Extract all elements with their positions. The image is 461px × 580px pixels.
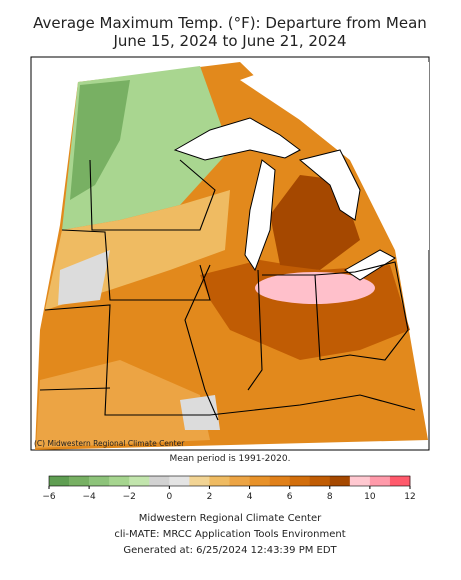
lake-erie [344,249,396,281]
colorbar-swatch [249,476,270,486]
footer-line: cli-MATE: MRCC Application Tools Environ… [114,529,345,540]
field [70,80,130,200]
state-line [89,159,216,231]
state-line [209,394,416,416]
colorbar-swatch [149,476,170,486]
colorbar-swatch [229,476,250,486]
field [180,395,220,430]
lake-superior [173,117,301,161]
state-line [247,269,263,391]
colorbar-swatch [209,476,230,486]
state-line [61,229,211,301]
colorbar-tick-label: −4 [82,492,96,502]
colorbar-swatch [49,476,70,486]
colorbar-tick-label: −6 [42,492,56,502]
colorbar-swatch [349,476,371,486]
map: (C) Midwestern Regional Climate Center [30,56,430,451]
colorbar-swatch [289,476,311,486]
colorbar-tick-label: 2 [207,492,213,502]
colorbar-tick-label: −2 [123,492,136,502]
colorbar-swatch [309,476,331,486]
colorbar-tick-label: 12 [404,492,415,502]
canada [240,62,429,250]
footer-line: Midwestern Regional Climate Center [139,513,322,524]
field [255,272,375,304]
state-line [44,304,210,416]
state-line [314,261,409,361]
colorbar-swatch [109,476,130,486]
colorbar-swatch [189,476,210,486]
title-line: Average Maximum Temp. (°F): Departure fr… [33,14,427,32]
note: Mean period is 1991-2020. [170,454,291,464]
colorbar-tick-label: 10 [364,492,376,502]
copyright: (C) Midwestern Regional Climate Center [34,439,185,448]
colorbar-frame [48,475,411,487]
colorbar-swatch [389,476,411,486]
lake-michigan [244,159,276,272]
footer-line: Generated at: 6/25/2024 12:43:39 PM EDT [123,545,337,556]
lake-huron [298,149,361,221]
colorbar-swatch [89,476,110,486]
colorbar: −6 −4 −2 0 2 4 6 8 10 12 [42,475,416,502]
title-line: June 15, 2024 to June 21, 2024 [112,32,346,50]
colorbar-swatch [269,476,290,486]
field [58,250,110,305]
colorbar-tick-label: 8 [327,492,333,502]
colorbar-swatch [369,476,391,486]
field [36,360,210,448]
colorbar-tick-label: 0 [166,492,172,502]
state-line [39,387,111,391]
colorbar-tick-label: 6 [287,492,293,502]
state-line [184,264,219,421]
colorbar-swatch [169,476,190,486]
colorbar-swatch [69,476,90,486]
colorbar-swatch [329,476,351,486]
colorbar-swatch [129,476,150,486]
colorbar-tick-label: 4 [247,492,253,502]
